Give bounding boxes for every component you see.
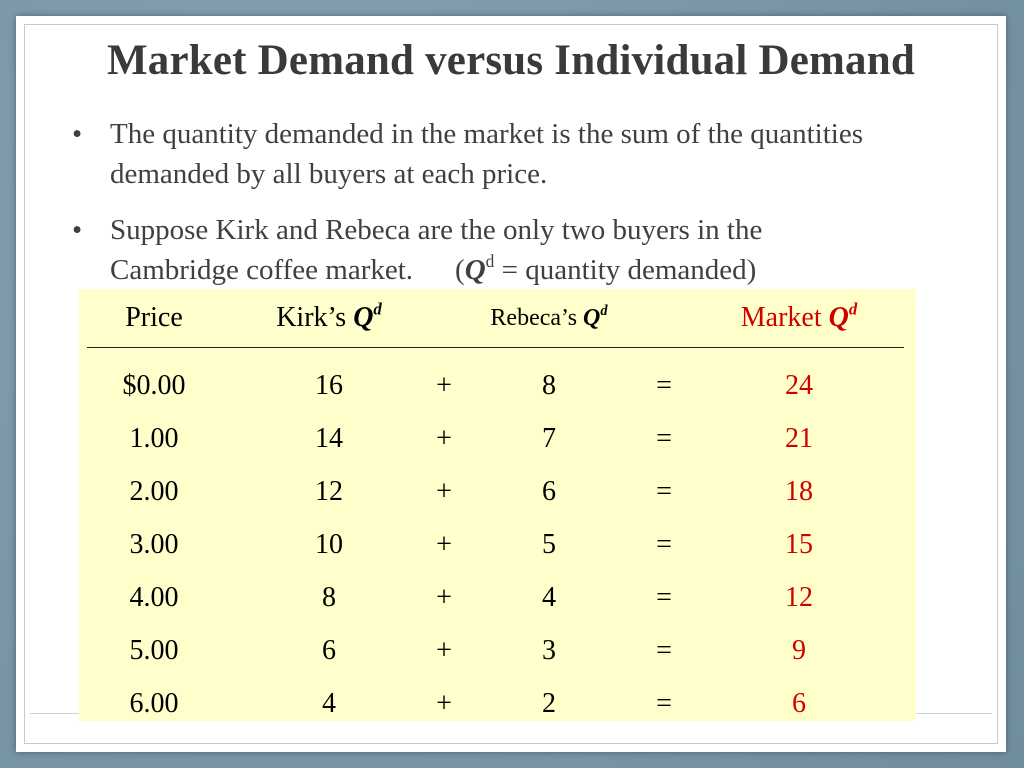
table-row: 1.00 14 +7 = 21 [79,412,916,465]
header-market-label: Market [740,302,829,333]
header-kirk: Kirk’s Qd [254,289,404,347]
bullet-item: • Suppose Kirk and Rebeca are the only t… [66,210,966,290]
header-price: Price [125,302,183,333]
kirk-qd-cell: 14 [315,423,343,454]
q-superscript: d [373,299,382,319]
equals-sign: = [656,370,672,401]
kirk-qd-cell: 4 [322,688,336,719]
q-superscript: d [848,299,858,319]
market-qd-cell: 6 [792,688,806,719]
bullet-icon: • [72,118,83,150]
paren-open: ( [455,254,465,286]
kirk-qd-cell: 12 [315,476,343,507]
q-symbol: Q [828,302,849,333]
kirk-qd-cell: 6 [322,635,336,666]
table-row: 5.00 6 +3 = 9 [79,624,916,677]
q-symbol: Q [464,254,486,286]
market-qd-cell: 12 [785,582,813,613]
bullet-list: • The quantity demanded in the market is… [66,114,966,306]
price-cell: 1.00 [129,423,179,454]
rebeca-qd-cell: 7 [542,423,556,454]
price-cell: 3.00 [129,529,179,560]
bullet-line2: Cambridge coffee market. (Qd = quantity d… [110,250,757,286]
bullet-text: The quantity demanded in the market is t… [110,118,864,190]
price-cell: $0.00 [122,370,186,401]
equals-sign: = [656,529,672,560]
q-symbol: Q [353,302,374,333]
price-cell: 6.00 [129,688,179,719]
plus-sign: + [436,423,452,454]
header-rebeca: Rebeca’s Qd [459,289,639,347]
header-market: Market Qd [709,289,889,347]
plus-sign: + [436,476,452,507]
q-superscript: d [600,302,608,319]
market-qd-cell: 21 [785,423,813,454]
table-header-row: Price Kirk’s Qd Rebeca’s Qd Market Qd [79,289,916,347]
q-symbol: Q [583,305,601,331]
table-row: 4.00 8 +4 = 12 [79,571,916,624]
price-cell: 2.00 [129,476,179,507]
slide-title: Market Demand versus Individual Demand [107,37,915,84]
market-qd-cell: 18 [785,476,813,507]
rebeca-qd-cell: 2 [542,688,556,719]
plus-sign: + [436,688,452,719]
header-kirk-label: Kirk’s [276,302,354,333]
rebeca-qd-cell: 4 [542,582,556,613]
bullet-icon: • [72,214,83,246]
table-body: $0.00 16 +8 = 24 1.00 14 +7 = 21 2.00 12 +6 = 18 3.00 10… [79,359,916,730]
header-divider [87,347,904,348]
table-row: 6.00 4 +2 = 6 [79,677,916,730]
q-superscript: d [485,250,495,271]
plus-sign: + [436,582,452,613]
price-cell: 4.00 [129,582,179,613]
market-qd-cell: 24 [785,370,813,401]
rebeca-qd-cell: 8 [542,370,556,401]
equals-sign: = [656,582,672,613]
table-row: $0.00 16 +8 = 24 [79,359,916,412]
plus-sign: + [436,529,452,560]
rebeca-qd-cell: 5 [542,529,556,560]
paren-definition: = quantity demanded) [494,254,757,286]
market-qd-cell: 9 [792,635,806,666]
market-qd-cell: 15 [785,529,813,560]
demand-table: Price Kirk’s Qd Rebeca’s Qd Market Qd $0… [79,289,916,721]
table-row: 2.00 12 +6 = 18 [79,465,916,518]
kirk-qd-cell: 16 [315,370,343,401]
kirk-qd-cell: 8 [322,582,336,613]
rebeca-qd-cell: 6 [542,476,556,507]
bullet-text-line1: Suppose Kirk and Rebeca are the only two… [110,214,763,246]
equals-sign: = [656,635,672,666]
equals-sign: = [656,423,672,454]
header-rebeca-label: Rebeca’s [490,305,584,331]
price-cell: 5.00 [129,635,179,666]
bullet-text-line2: Cambridge coffee market. [110,254,414,286]
rebeca-qd-cell: 3 [542,635,556,666]
equals-sign: = [656,476,672,507]
plus-sign: + [436,635,452,666]
table-row: 3.00 10 +5 = 15 [79,518,916,571]
bullet-item: • The quantity demanded in the market is… [66,114,966,194]
slide-border [24,24,998,744]
equals-sign: = [656,688,672,719]
kirk-qd-cell: 10 [315,529,343,560]
plus-sign: + [436,370,452,401]
